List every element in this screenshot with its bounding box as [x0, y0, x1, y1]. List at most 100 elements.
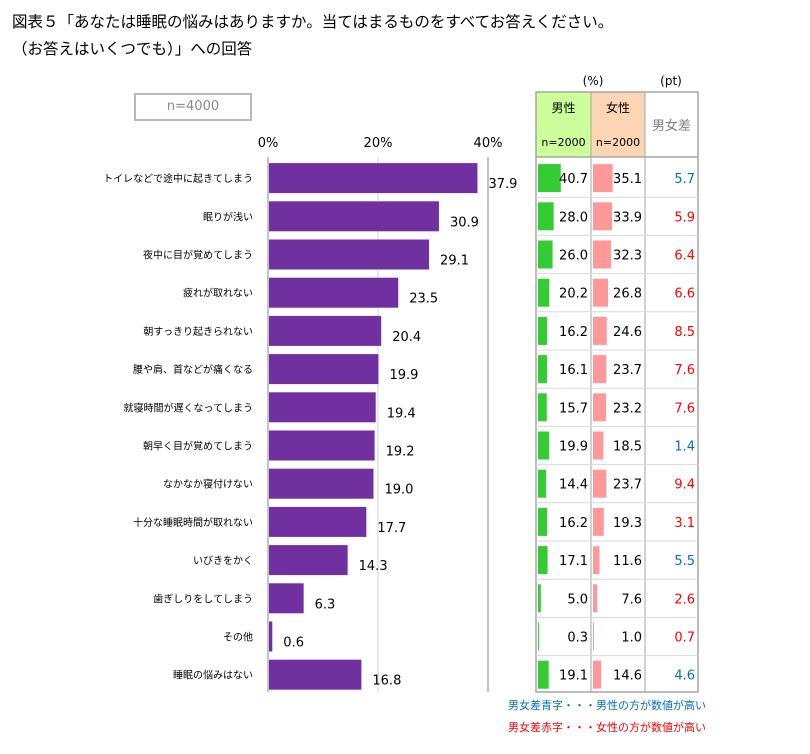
female-data-bar	[593, 355, 607, 384]
diff-value: 6.6	[674, 287, 695, 302]
male-data-bar	[538, 393, 547, 422]
female-data-bar	[593, 507, 604, 536]
male-value: 40.7	[559, 172, 588, 187]
diff-value: 8.5	[674, 325, 695, 340]
male-value: 5.0	[567, 592, 588, 607]
female-value: 14.6	[613, 669, 642, 684]
female-value: 7.6	[621, 592, 642, 607]
category-label: 歯ぎしりをしてしまう	[153, 592, 253, 605]
diff-value: 9.4	[674, 478, 695, 493]
x-tick-label: 40%	[474, 136, 503, 151]
male-value: 15.7	[559, 401, 588, 416]
female-data-bar	[593, 240, 612, 269]
male-value: 26.0	[559, 249, 588, 264]
diff-value: 5.7	[674, 172, 695, 187]
chart-title-line2: （お答えはいくつでも）」への回答	[12, 40, 253, 58]
female-value: 26.8	[613, 287, 642, 302]
bar	[269, 506, 367, 537]
bar-value-label: 19.0	[385, 483, 414, 498]
bar	[269, 545, 348, 576]
category-label: 十分な睡眠時間が取れない	[133, 516, 253, 529]
bar	[269, 583, 304, 614]
female-data-bar	[593, 164, 613, 193]
bar	[269, 392, 376, 423]
x-tick-label: 0%	[258, 136, 279, 151]
male-value: 19.1	[559, 669, 588, 684]
male-n-label: n=2000	[541, 136, 585, 149]
bar	[269, 354, 379, 385]
male-data-bar	[538, 355, 548, 384]
male-data-bar	[538, 622, 539, 651]
category-label: 疲れが取れない	[183, 287, 253, 300]
category-label: 眠りが浅い	[203, 210, 253, 223]
male-data-bar	[538, 584, 541, 613]
pt-unit-label: (pt)	[660, 74, 682, 88]
diff-value: 7.6	[674, 401, 695, 416]
male-data-bar	[538, 469, 547, 498]
bar-value-label: 29.1	[440, 254, 469, 269]
category-label: 腰や肩、首などが痛くなる	[133, 363, 253, 376]
male-data-bar	[538, 507, 548, 536]
male-value: 14.4	[559, 478, 588, 493]
male-value: 20.2	[559, 287, 588, 302]
male-data-bar	[538, 240, 553, 269]
chart-title-line1: 図表５「あなたは睡眠の悩みはありますか。当てはまるものをすべてお答えください。	[12, 13, 614, 31]
bar	[269, 621, 273, 652]
female-header-bg	[591, 92, 645, 157]
category-label: トイレなどで途中に起きてしまう	[103, 172, 253, 185]
diff-value: 7.6	[674, 363, 695, 378]
bar-value-label: 14.3	[359, 559, 388, 574]
diff-value: 3.1	[674, 516, 695, 531]
male-value: 19.9	[559, 440, 588, 455]
legend-red-note: 男女差赤字・・・女性の方が数値が高い	[508, 721, 706, 734]
female-data-bar	[593, 393, 606, 422]
male-value: 16.1	[559, 363, 588, 378]
male-data-bar	[538, 278, 550, 307]
female-data-bar	[593, 546, 600, 575]
female-value: 24.6	[613, 325, 642, 340]
male-header: 男性	[551, 101, 575, 115]
female-data-bar	[593, 584, 598, 613]
bar	[269, 659, 362, 690]
bar-value-label: 19.2	[386, 445, 415, 460]
category-label: 朝早く目が覚めてしまう	[143, 440, 253, 453]
bar	[269, 468, 374, 499]
bar-value-label: 23.5	[409, 292, 438, 307]
male-data-bar	[538, 431, 550, 460]
female-value: 18.5	[613, 440, 642, 455]
female-value: 19.3	[613, 516, 642, 531]
diff-value: 5.9	[674, 210, 695, 225]
category-label: その他	[223, 631, 253, 644]
female-value: 32.3	[613, 249, 642, 264]
female-data-bar	[593, 278, 609, 307]
female-data-bar	[593, 660, 602, 689]
category-label: 夜中に目が覚めてしまう	[143, 249, 253, 262]
female-value: 23.7	[613, 363, 642, 378]
female-data-bar	[593, 431, 604, 460]
diff-value: 2.6	[674, 592, 695, 607]
male-value: 16.2	[559, 516, 588, 531]
male-data-bar	[538, 546, 548, 575]
female-value: 11.6	[613, 554, 642, 569]
female-data-bar	[593, 469, 607, 498]
male-data-bar	[538, 660, 549, 689]
x-tick-label: 20%	[364, 136, 393, 151]
bar-value-label: 16.8	[372, 674, 401, 689]
pct-unit-label: (%)	[583, 74, 604, 88]
male-value: 16.2	[559, 325, 588, 340]
bar-value-label: 37.9	[488, 177, 517, 192]
bar	[269, 277, 399, 308]
table-border	[535, 91, 699, 693]
female-n-label: n=2000	[596, 136, 640, 149]
bar-value-label: 30.9	[450, 215, 479, 230]
legend-blue-note: 男女差青字・・・男性の方が数値が高い	[508, 699, 706, 712]
bar	[269, 315, 382, 346]
diff-value: 0.7	[674, 631, 695, 646]
female-value: 23.2	[613, 401, 642, 416]
bar-value-label: 6.3	[315, 597, 336, 612]
male-data-bar	[538, 316, 548, 345]
diff-value: 5.5	[674, 554, 695, 569]
female-value: 1.0	[621, 631, 642, 646]
bar	[269, 201, 439, 232]
